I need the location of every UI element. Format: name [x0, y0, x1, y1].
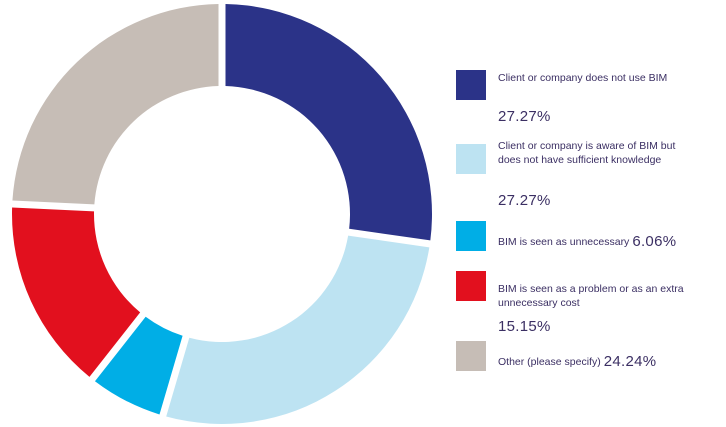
legend-swatch [456, 144, 486, 174]
legend-swatch [456, 221, 486, 251]
legend-value: 27.27% [498, 192, 551, 209]
legend-value: 6.06% [632, 233, 677, 250]
legend-value: 24.24% [603, 353, 657, 370]
legend-label: Client or company does not use BIM [498, 72, 668, 84]
legend-label: Client or company is aware of BIM but do… [498, 140, 676, 166]
slice-other [12, 4, 219, 205]
legend-swatch [456, 70, 486, 100]
slice-unnecessary [94, 316, 183, 415]
slice-insufficient-knowledge [166, 235, 430, 424]
slice-problem-cost [12, 207, 141, 377]
legend-label: Other (please specify) [498, 356, 601, 368]
legend-label: BIM is seen as unnecessary [498, 236, 630, 248]
chart-legend: Client or company does not use BIM 27.27… [456, 0, 726, 427]
legend-value: 27.27% [498, 108, 551, 125]
legend-swatch [456, 271, 486, 301]
legend-label-row: BIM is seen as unnecessary 6.06% [498, 233, 677, 250]
legend-label: BIM is seen as a problem or as an extra … [498, 283, 684, 309]
legend-value: 15.15% [498, 318, 551, 335]
donut-chart [12, 4, 433, 424]
legend-swatch [456, 341, 486, 371]
legend-label-row: Other (please specify) 24.24% [498, 353, 657, 370]
slice-no-bim [225, 4, 433, 241]
